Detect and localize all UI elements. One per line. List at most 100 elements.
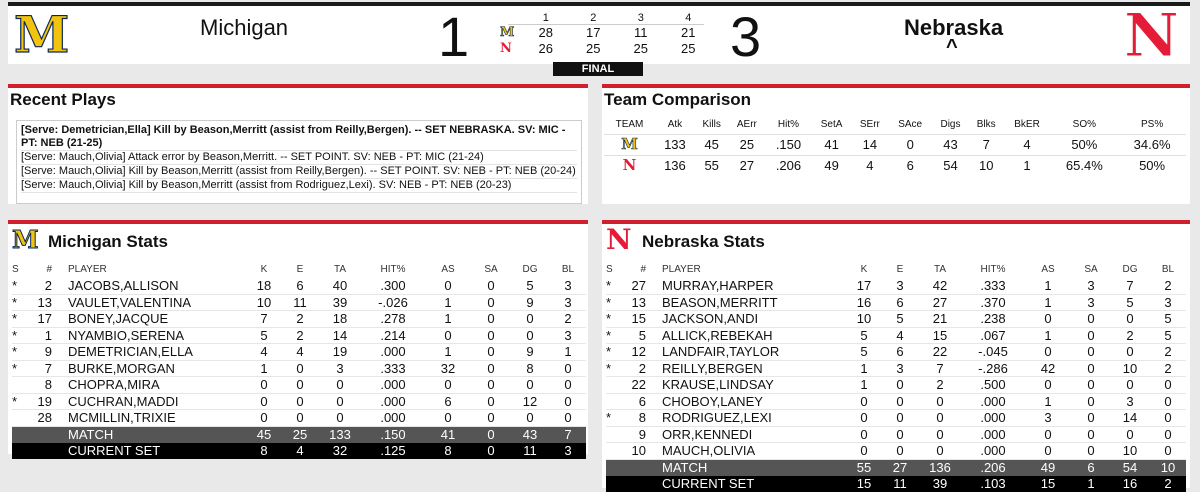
table-cell: 3 xyxy=(1024,409,1072,427)
current-set-total-row: CURRENT SET 15 11 39.103 15 1 16 2 xyxy=(606,475,1186,492)
total-cell: 7 xyxy=(550,426,586,443)
column-header: PLAYER xyxy=(68,263,107,275)
total-cell: 2 xyxy=(1150,475,1186,492)
player-row: 6 CHOBOY,LANEY 0 0 0.000 1 0 3 0 xyxy=(606,393,1186,410)
table-cell: 17 xyxy=(846,277,882,295)
player-name: BEASON,MERRITT xyxy=(650,294,846,311)
nebraska-logo: N xyxy=(606,223,632,256)
total-label: MATCH xyxy=(650,459,846,476)
michigan-logo-small: M xyxy=(500,24,515,40)
table-cell: 1 xyxy=(846,360,882,377)
player-row: * 8 RODRIGUEZ,LEXI 0 0 0.000 3 0 14 0 xyxy=(606,409,1186,427)
table-cell: * xyxy=(606,294,620,311)
column-header: # xyxy=(46,263,52,275)
player-name: KRAUSE,LINDSAY xyxy=(650,376,846,394)
table-cell: 15 xyxy=(620,310,650,328)
table-cell xyxy=(606,376,620,394)
table-cell: 0 xyxy=(1072,393,1110,410)
player-name: RODRIGUEZ,LEXI xyxy=(650,409,846,427)
table-cell: 21 xyxy=(918,310,962,328)
table-cell: 1 xyxy=(1024,327,1072,344)
table-cell: * xyxy=(606,327,620,344)
table-cell: 4 xyxy=(246,343,282,361)
table-cell: 0 xyxy=(1072,310,1110,328)
table-cell: -.286 xyxy=(962,360,1024,377)
table-cell: 2 xyxy=(1150,360,1186,377)
table-cell: 27 xyxy=(620,277,650,295)
total-cell: 11 xyxy=(882,475,918,492)
total-cell: 3 xyxy=(550,442,586,459)
table-cell: 0 xyxy=(424,327,472,344)
table-cell: 0 xyxy=(472,409,510,427)
table-cell: 3 xyxy=(882,360,918,377)
home-team-name: Michigan xyxy=(200,15,289,40)
set-score: 28 xyxy=(538,24,553,40)
table-cell: 0 xyxy=(510,376,550,394)
player-name: LANDFAIR,TAYLOR xyxy=(650,343,846,361)
table-cell: 5 xyxy=(1150,327,1186,344)
linescore-divider xyxy=(508,24,704,25)
table-cell: 0 xyxy=(846,393,882,410)
table-cell: 3 xyxy=(550,327,586,344)
table-cell: 5 xyxy=(620,327,650,344)
player-name: JACKSON,ANDI xyxy=(650,310,846,328)
table-cell: 13 xyxy=(620,294,650,311)
table-cell: 0 xyxy=(918,393,962,410)
table-row: M 133 45 25 .150 41 14 0 43 7 4 50% 34.6… xyxy=(604,133,1186,155)
total-cell: .103 xyxy=(962,475,1024,492)
column-header: SetA xyxy=(820,119,843,131)
table-cell: .000 xyxy=(962,442,1024,460)
linescore-home-row: M 28 17 11 21 xyxy=(500,24,712,40)
total-cell: 136 xyxy=(918,459,962,476)
table-cell: 27 xyxy=(728,154,766,176)
set-number: 2 xyxy=(590,12,597,24)
table-cell: 5 xyxy=(846,327,882,344)
column-header: S xyxy=(606,263,613,275)
player-name: NYAMBIO,SERENA xyxy=(56,327,246,344)
team-comparison-table: TEAM Atk Kills AErr Hit% SetA SErr SAce … xyxy=(604,116,1186,176)
nebraska-logo-small: N xyxy=(500,40,512,56)
set-score: 17 xyxy=(586,24,601,40)
table-cell xyxy=(12,409,26,427)
column-header: TEAM xyxy=(615,119,644,131)
table-cell: 0 xyxy=(882,409,918,427)
total-cell: 41 xyxy=(424,426,472,443)
total-cell: 0 xyxy=(472,426,510,443)
table-cell: 54 xyxy=(932,154,969,176)
column-header: E xyxy=(896,263,904,275)
column-header: TA xyxy=(333,263,347,275)
table-cell: 6 xyxy=(888,154,933,176)
set-score: 25 xyxy=(633,40,648,56)
table-cell: 6 xyxy=(620,393,650,410)
total-cell: 15 xyxy=(846,475,882,492)
table-cell: 0 xyxy=(918,442,962,460)
table-cell: 14 xyxy=(318,327,362,344)
table-cell: .370 xyxy=(962,294,1024,311)
table-cell: 40 xyxy=(318,277,362,295)
table-cell xyxy=(606,393,620,410)
table-cell: 42 xyxy=(1024,360,1072,377)
total-cell: 11 xyxy=(510,442,550,459)
table-cell: 22 xyxy=(620,376,650,394)
table-cell: * xyxy=(606,360,620,377)
table-cell: 1 xyxy=(424,343,472,361)
set-score: 11 xyxy=(634,24,648,40)
table-cell: 1 xyxy=(1024,393,1072,410)
table-cell: 136 xyxy=(655,154,695,176)
table-cell: 12 xyxy=(620,343,650,361)
team-comparison-panel: Team Comparison TEAM Atk Kills AErr Hit%… xyxy=(602,84,1190,204)
table-cell: 0 xyxy=(1150,442,1186,460)
total-cell: 8 xyxy=(424,442,472,459)
table-cell: 0 xyxy=(1072,376,1110,394)
plays-list[interactable]: [Serve: Demetrician,Ella] Kill by Beason… xyxy=(16,120,582,204)
total-cell: 43 xyxy=(510,426,550,443)
table-cell: .206 xyxy=(765,154,812,176)
table-cell: * xyxy=(606,277,620,295)
table-cell: .278 xyxy=(362,310,424,328)
column-header: K xyxy=(260,263,268,275)
table-cell: 6 xyxy=(424,393,472,410)
player-row: * 7 BURKE,MORGAN 1 0 3.333 32 0 8 0 xyxy=(12,360,586,377)
michigan-stats-panel: M Michigan Stats S # PLAYER K E TA HIT% AS SA DG B… xyxy=(8,220,588,459)
table-cell: 0 xyxy=(1072,409,1110,427)
table-cell: 0 xyxy=(282,393,318,410)
